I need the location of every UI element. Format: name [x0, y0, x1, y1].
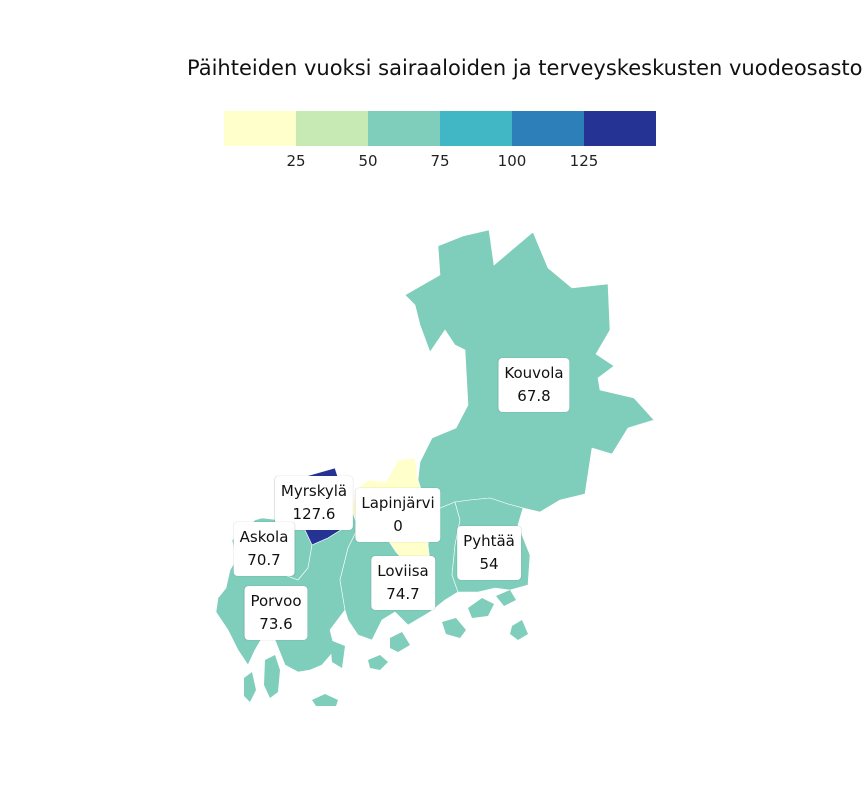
legend-bin	[368, 111, 441, 146]
island	[510, 620, 528, 640]
region-name: Porvoo	[250, 592, 302, 610]
islands	[244, 590, 528, 706]
legend-tick-label: 75	[430, 152, 450, 170]
label-askola: Askola 70.7	[233, 522, 295, 576]
label-pyhtaa: Pyhtää 54	[457, 526, 521, 580]
legend-tick-label: 100	[497, 152, 527, 170]
legend-bin	[224, 111, 297, 146]
island	[368, 655, 388, 670]
label-kouvola: Kouvola 67.8	[498, 358, 570, 412]
island	[244, 672, 256, 702]
region-name: Kouvola	[504, 364, 564, 382]
label-myrskyla: Myrskylä 127.6	[274, 476, 354, 530]
label-porvoo: Porvoo 73.6	[244, 586, 308, 640]
region-name: Pyhtää	[463, 532, 515, 550]
region-name: Lapinjärvi	[361, 494, 435, 512]
legend-bin	[512, 111, 585, 146]
label-loviisa: Loviisa 74.7	[371, 556, 435, 610]
region-value: 54	[479, 555, 499, 573]
island	[264, 655, 280, 698]
legend-tick-label: 125	[569, 152, 599, 170]
region-name: Myrskylä	[280, 482, 348, 500]
island	[390, 632, 410, 652]
island	[496, 590, 516, 606]
region-value: 67.8	[517, 387, 551, 405]
map-title: Päihteiden vuoksi sairaaloiden ja tervey…	[187, 56, 864, 80]
island	[330, 640, 345, 668]
legend-bin	[296, 111, 369, 146]
region-name: Askola	[239, 528, 289, 546]
legend-ticks: 25 50 75 100 125	[0, 152, 864, 176]
region-value: 73.6	[259, 615, 293, 633]
region-value: 74.7	[386, 585, 420, 603]
color-legend	[224, 111, 656, 146]
legend-tick-label: 50	[358, 152, 378, 170]
region-value: 127.6	[292, 505, 336, 523]
island	[442, 618, 466, 638]
island	[468, 598, 494, 618]
legend-tick-label: 25	[286, 152, 306, 170]
legend-bin	[440, 111, 513, 146]
region-value: 70.7	[247, 551, 281, 569]
legend-bin	[584, 111, 656, 146]
island	[312, 694, 338, 706]
region-name: Loviisa	[377, 562, 429, 580]
label-lapinjarvi: Lapinjärvi 0	[355, 488, 441, 542]
region-value: 0	[393, 517, 403, 535]
